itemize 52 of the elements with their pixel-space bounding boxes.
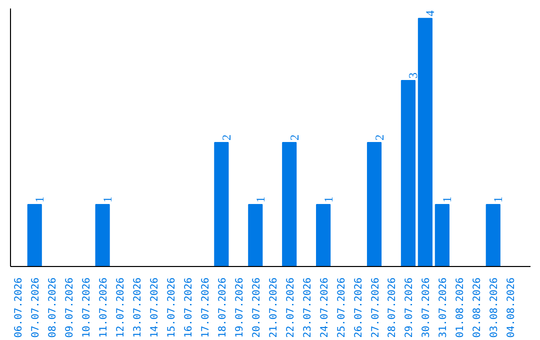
bar bbox=[95, 204, 110, 266]
data-label: 1 bbox=[491, 196, 506, 202]
x-tick-label: 08.07.2026 bbox=[48, 277, 59, 338]
data-label: 3 bbox=[406, 72, 420, 78]
data-label: 2 bbox=[287, 134, 302, 140]
data-label: 1 bbox=[100, 196, 115, 202]
bar bbox=[248, 204, 263, 266]
x-tick-label: 18.07.2026 bbox=[217, 277, 228, 338]
bar bbox=[486, 204, 500, 266]
x-tick-label: 26.07.2026 bbox=[353, 277, 364, 338]
bar bbox=[27, 204, 42, 266]
data-label: 1 bbox=[32, 196, 47, 202]
x-tick-label: 23.07.2026 bbox=[302, 277, 314, 338]
data-label: 1 bbox=[440, 196, 454, 202]
x-tick-label: 21.07.2026 bbox=[268, 277, 280, 338]
x-tick-label: 29.07.2026 bbox=[404, 277, 416, 338]
bar bbox=[418, 18, 432, 266]
data-label: 1 bbox=[253, 196, 268, 202]
x-tick-label: 19.07.2026 bbox=[234, 277, 246, 338]
x-tick-label: 10.07.2026 bbox=[82, 277, 93, 338]
x-tick-label: 03.08.2026 bbox=[489, 277, 500, 338]
x-tick-label: 07.07.2026 bbox=[30, 277, 42, 338]
bar bbox=[366, 142, 382, 266]
bar bbox=[400, 80, 416, 266]
bar bbox=[316, 204, 331, 266]
x-tick-label: 09.07.2026 bbox=[64, 277, 76, 338]
x-tick-label: 22.07.2026 bbox=[285, 277, 296, 338]
x-tick-label: 31.07.2026 bbox=[438, 277, 450, 338]
data-label: 2 bbox=[372, 134, 386, 140]
x-tick-label: 30.07.2026 bbox=[421, 277, 432, 338]
x-tick-label: 11.07.2026 bbox=[98, 277, 110, 338]
x-tick-label: 12.07.2026 bbox=[116, 277, 127, 338]
x-tick-label: 17.07.2026 bbox=[200, 277, 212, 338]
data-label: 2 bbox=[219, 134, 234, 140]
x-tick-label: 14.07.2026 bbox=[149, 277, 160, 338]
x-tick-label: 04.08.2026 bbox=[506, 277, 518, 338]
data-label: 4 bbox=[423, 10, 438, 16]
bar bbox=[434, 204, 450, 266]
x-tick-label: 25.07.2026 bbox=[336, 277, 348, 338]
x-tick-label: 28.07.2026 bbox=[387, 277, 398, 338]
x-tick-label: 15.07.2026 bbox=[166, 277, 178, 338]
x-tick-label: 13.07.2026 bbox=[132, 277, 144, 338]
bar bbox=[214, 142, 229, 266]
x-tick-label: 16.07.2026 bbox=[183, 277, 194, 338]
x-tick-label: 06.07.2026 bbox=[14, 277, 25, 338]
x-tick-label: 01.08.2026 bbox=[455, 277, 466, 338]
data-label: 1 bbox=[321, 196, 336, 202]
bar bbox=[282, 142, 297, 266]
x-tick-label: 02.08.2026 bbox=[472, 277, 484, 338]
x-tick-label: 27.07.2026 bbox=[370, 277, 382, 338]
x-tick-label: 20.07.2026 bbox=[251, 277, 262, 338]
x-tick-label: 24.07.2026 bbox=[319, 277, 330, 338]
